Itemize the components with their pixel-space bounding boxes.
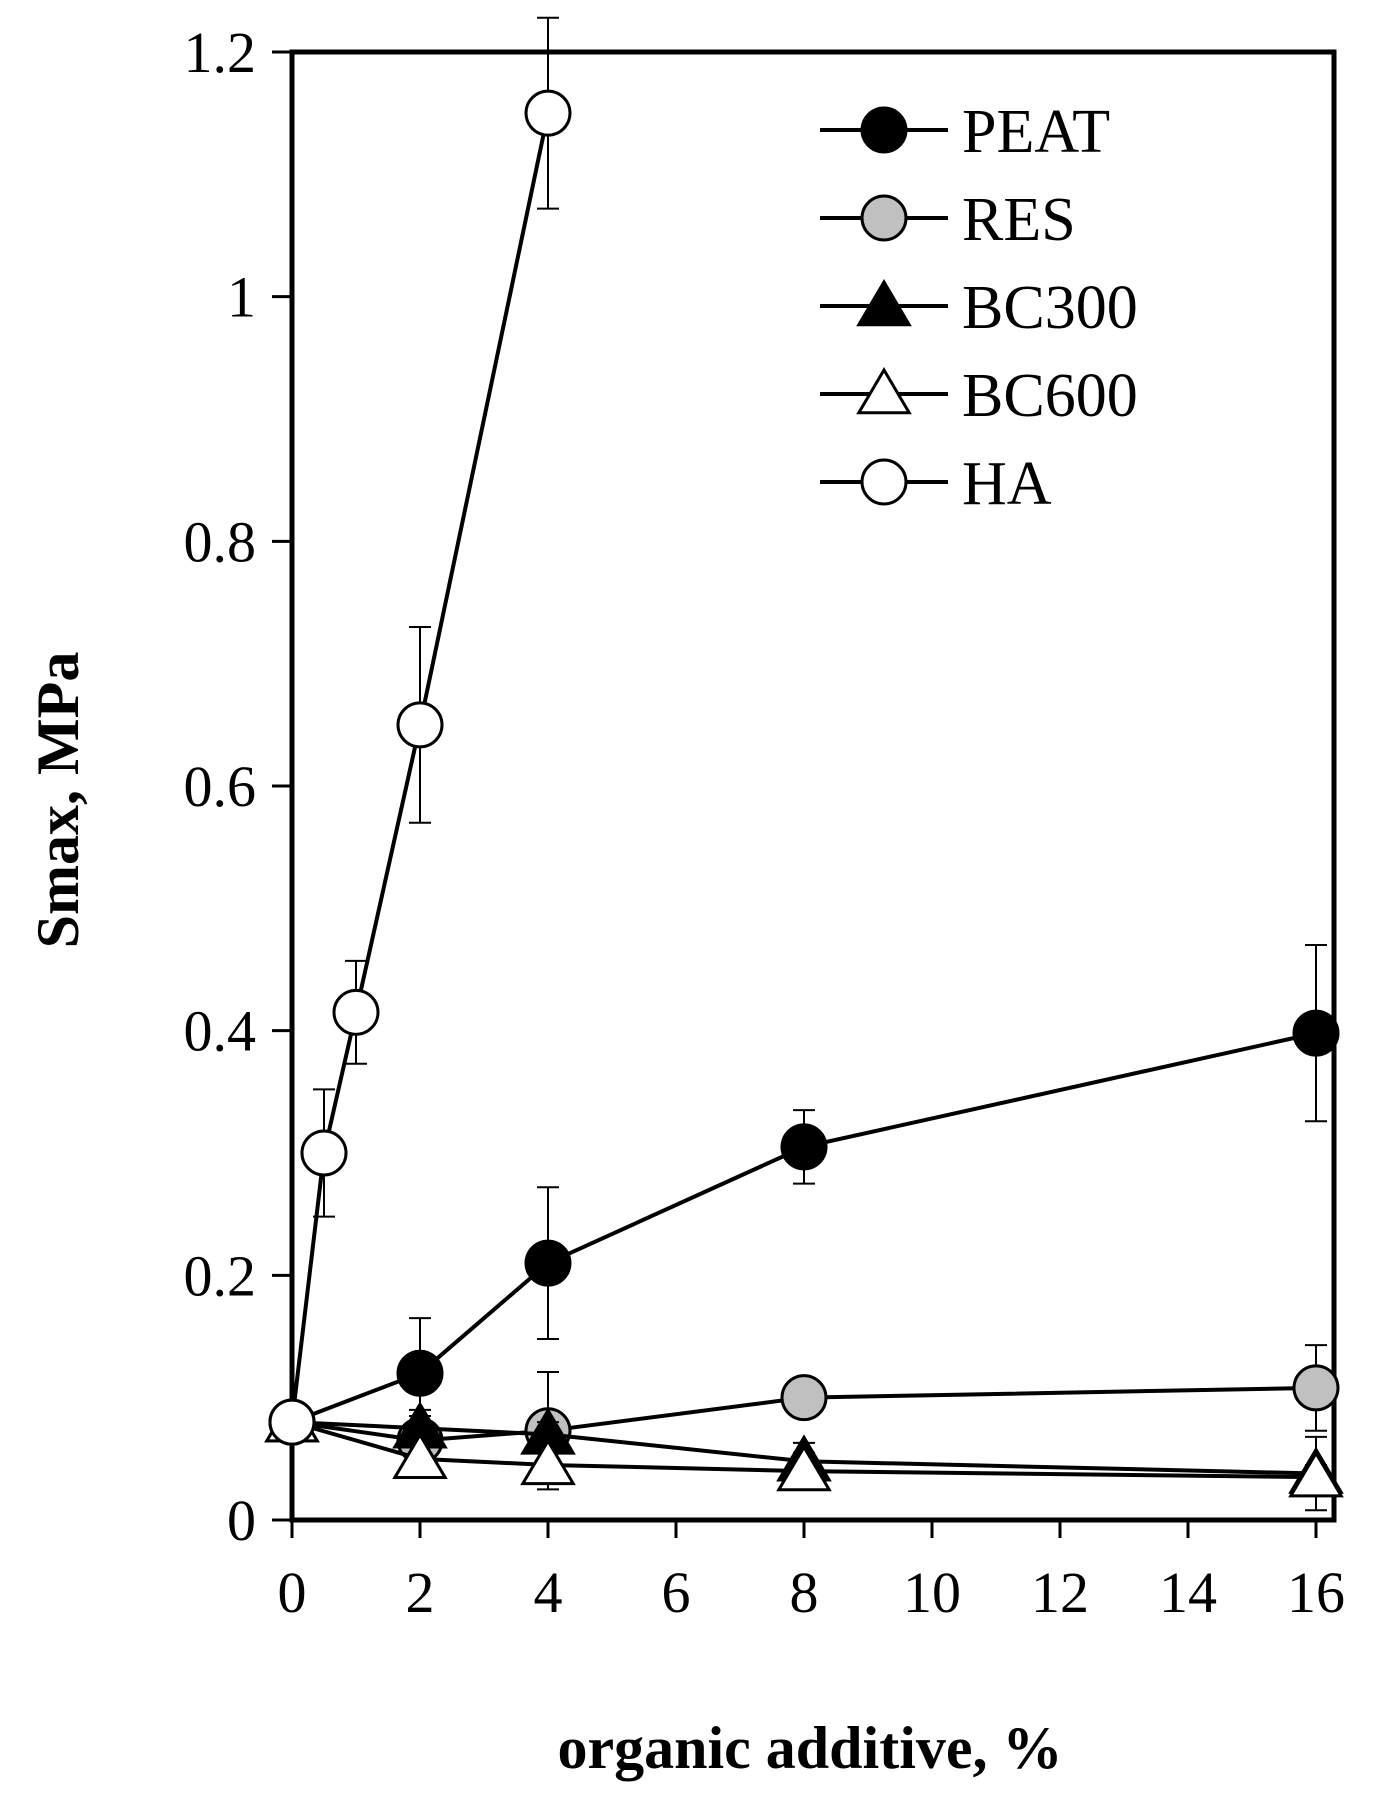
- legend-marker-ha: [860, 458, 908, 506]
- x-axis-title: organic additive, %: [558, 1715, 1063, 1781]
- legend-label-bc300: BC300: [962, 274, 1138, 342]
- x-tick-label: 8: [790, 1560, 819, 1625]
- legend-marker-res: [860, 194, 908, 242]
- legend-marker-bc600: [856, 367, 912, 415]
- legend-label-ha: HA: [962, 450, 1052, 518]
- x-tick-label: 6: [662, 1560, 691, 1625]
- data-point-peat: [780, 1123, 828, 1171]
- x-tick-label: 14: [1159, 1560, 1217, 1625]
- legend-entry-bc600: BC600: [820, 362, 1138, 430]
- y-tick-label: 0: [227, 1488, 256, 1553]
- y-tick-label: 0.6: [184, 754, 257, 819]
- legend-marker-peat: [860, 106, 908, 154]
- data-point-res: [780, 1374, 828, 1422]
- data-point-bc600: [1288, 1450, 1344, 1498]
- data-point-peat: [1292, 1009, 1340, 1057]
- legend-marker-bc300: [856, 279, 912, 327]
- plot-area-frame: [289, 49, 1337, 1523]
- data-point-ha: [524, 89, 572, 137]
- x-tick-label: 0: [278, 1560, 307, 1625]
- data-point-peat: [524, 1239, 572, 1287]
- legend: PEAT RES BC300 BC600 HA: [820, 98, 1138, 518]
- data-point-bc600: [776, 1444, 832, 1492]
- data-point-ha: [268, 1398, 316, 1446]
- x-tick-label: 10: [903, 1560, 961, 1625]
- legend-label-peat: PEAT: [962, 98, 1110, 166]
- y-tick-label: 1: [227, 265, 256, 330]
- data-point-res: [1292, 1364, 1340, 1412]
- legend-entry-bc300: BC300: [820, 274, 1138, 342]
- y-axis: 0 0.2 0.4 0.6 0.8 1 1.2: [184, 20, 292, 1553]
- data-point-ha: [300, 1129, 348, 1177]
- series-line-peat: [291, 1031, 1317, 1424]
- y-tick-label: 0.8: [184, 509, 257, 574]
- x-tick-label: 4: [534, 1560, 563, 1625]
- y-axis-title: Smax, MPa: [25, 652, 91, 949]
- data-point-ha: [332, 988, 380, 1036]
- data-point-bc600: [392, 1431, 448, 1480]
- x-tick-label: 2: [406, 1560, 435, 1625]
- data-point-peat: [396, 1349, 444, 1397]
- y-tick-label: 0.4: [184, 999, 257, 1064]
- legend-entry-peat: PEAT: [820, 98, 1110, 166]
- legend-label-res: RES: [962, 186, 1076, 254]
- data-point-bc600: [520, 1437, 576, 1486]
- series-ha: [268, 16, 572, 1446]
- legend-label-bc600: BC600: [962, 362, 1138, 430]
- x-axis: 0 2 4 6 8 10 12 14 16: [278, 1520, 1345, 1625]
- y-tick-label: 1.2: [184, 20, 257, 85]
- series-layer: [264, 16, 1344, 1512]
- series-peat: [268, 944, 1340, 1446]
- legend-entry-res: RES: [820, 186, 1076, 254]
- x-tick-label: 16: [1287, 1560, 1345, 1625]
- y-tick-label: 0.2: [184, 1243, 257, 1308]
- data-point-ha: [396, 701, 444, 749]
- legend-entry-ha: HA: [820, 450, 1052, 518]
- x-tick-label: 12: [1031, 1560, 1089, 1625]
